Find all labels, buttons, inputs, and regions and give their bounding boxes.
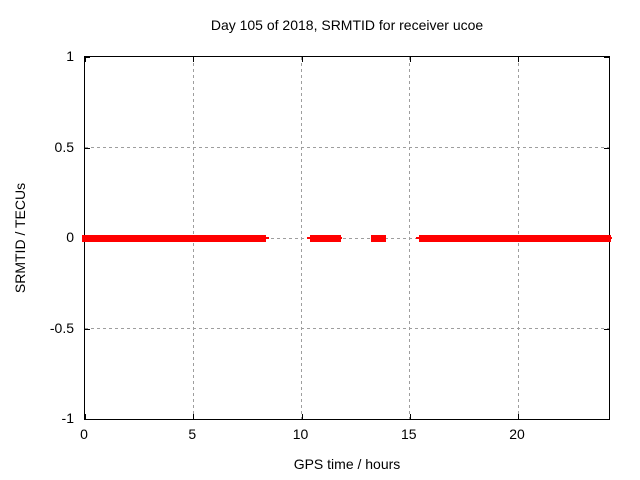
plus-marker-vbar [309,234,312,242]
x-tick-label: 20 [509,426,525,442]
y-tickmark-right [604,57,609,58]
x-tickmark-top [409,57,411,62]
y-gridline [85,147,609,148]
y-tickmark-left [85,328,90,330]
x-tick-label: 15 [400,426,417,442]
y-tickmark-right [604,147,609,149]
x-tick-label: 5 [188,426,197,442]
y-gridline [85,237,609,239]
y-gridline [85,328,609,329]
plus-marker-vbar [420,234,423,242]
chart-title: Day 105 of 2018, SRMTID for receiver uco… [210,17,484,33]
plus-marker-vbar [606,234,609,242]
x-tickmark-bottom [301,414,303,419]
y-tickmark-left [85,57,90,58]
data-segment [82,234,264,242]
data-segment [371,234,387,242]
y-tickmark-right [604,328,609,330]
y-tick-label: 1 [66,48,74,64]
plus-marker-vbar [336,234,339,242]
x-tick-label: 0 [80,426,88,442]
x-tickmark-bottom [193,414,195,419]
x-tickmark-top [518,57,520,62]
x-tickmark-top [85,57,86,62]
y-tickmark-left [85,419,90,420]
y-tick-label: 0 [66,229,74,245]
y-tick-label: 0.5 [54,138,74,155]
data-segment [420,234,611,242]
x-tickmark-bottom [85,414,86,419]
y-tickmark-right [604,419,609,420]
x-axis-label: GPS time / hours [293,456,401,472]
x-tick-label: 10 [292,426,309,442]
y-tick-label: -0.5 [49,319,74,336]
plot-area [82,56,612,420]
y-tick-label: -1 [61,410,74,426]
data-segment [311,234,341,242]
plus-marker-vbar [264,234,267,242]
y-tickmark-left [85,147,90,149]
x-tickmark-top [301,57,303,62]
x-tickmark-bottom [409,414,411,419]
x-tickmark-top [193,57,195,62]
x-tickmark-bottom [518,414,520,419]
